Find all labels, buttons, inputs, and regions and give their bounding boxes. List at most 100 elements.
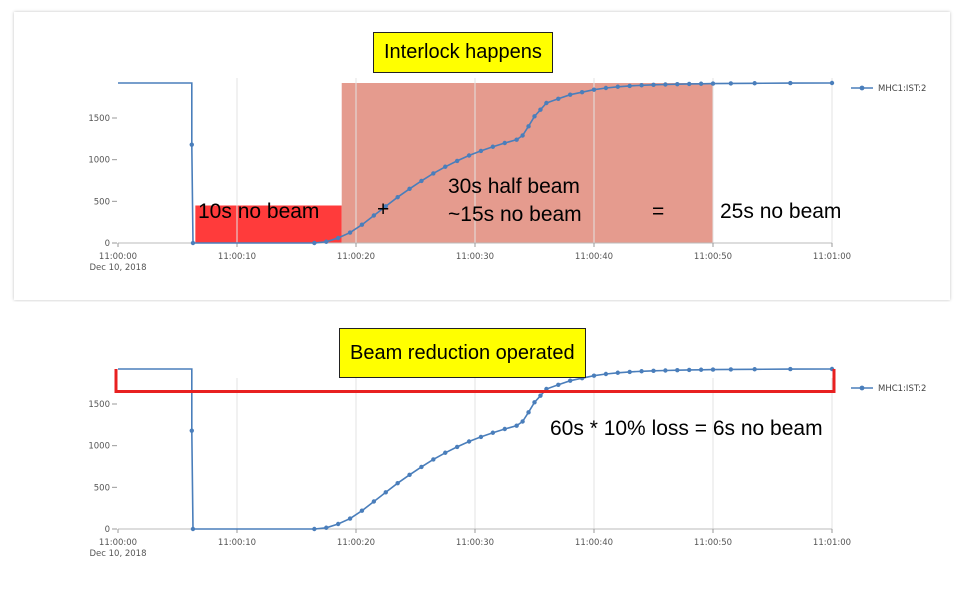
interlock-chart: 0 500 1000 1500 11:00:00 11:00:10 11:00:20 11:0… bbox=[88, 78, 926, 273]
y-tick-label: 0 bbox=[105, 525, 110, 535]
data-point bbox=[603, 85, 609, 91]
no-beam-red-bar bbox=[195, 205, 342, 243]
beam-reduction-chart: 0 500 1000 1500 11:00:00 11:00:10 11:00:20 11:0… bbox=[88, 366, 926, 559]
data-point bbox=[520, 133, 525, 138]
data-point bbox=[728, 81, 734, 86]
data-point bbox=[335, 521, 341, 527]
data-point bbox=[556, 382, 561, 388]
data-point bbox=[335, 235, 341, 241]
data-point bbox=[568, 92, 573, 97]
data-point bbox=[466, 439, 472, 444]
data-point bbox=[431, 171, 436, 176]
data-point bbox=[710, 367, 716, 372]
half-beam-30s-label: 30s half beam bbox=[448, 175, 580, 198]
data-point bbox=[454, 444, 460, 450]
data-point bbox=[639, 83, 644, 88]
data-point bbox=[419, 464, 424, 470]
x-tick-label: 11:00:50 bbox=[694, 252, 732, 262]
x-tick-label: 11:00:20 bbox=[337, 538, 375, 548]
data-point bbox=[728, 367, 734, 372]
data-point bbox=[189, 142, 194, 147]
x-tick-label: 11:00:40 bbox=[575, 252, 613, 262]
data-point bbox=[347, 230, 353, 235]
data-point bbox=[639, 369, 644, 374]
y-tick-label: 1000 bbox=[88, 156, 110, 166]
x-tick-label: 11:00:00 bbox=[99, 538, 137, 548]
data-point bbox=[526, 410, 531, 415]
data-point bbox=[556, 96, 561, 102]
x-tick-label: 11:00:20 bbox=[337, 252, 375, 262]
y-tick-label: 500 bbox=[94, 197, 110, 207]
data-point bbox=[371, 499, 377, 504]
x-tick-label: 11:00:00 bbox=[99, 252, 137, 262]
x-tick-label: 11:01:00 bbox=[813, 252, 851, 262]
data-point bbox=[324, 525, 329, 530]
data-point bbox=[514, 137, 519, 142]
data-point bbox=[579, 89, 585, 95]
data-point bbox=[502, 426, 507, 432]
data-point bbox=[324, 239, 329, 244]
x-date-label: Dec 10, 2018 bbox=[89, 263, 146, 273]
x-tick-label: 11:01:00 bbox=[813, 538, 851, 548]
x-date-label: Dec 10, 2018 bbox=[89, 549, 146, 559]
data-point bbox=[189, 428, 194, 433]
data-point bbox=[371, 213, 377, 218]
data-point bbox=[710, 81, 716, 86]
y-tick-label: 0 bbox=[105, 239, 110, 249]
data-point bbox=[698, 81, 704, 86]
data-point bbox=[829, 80, 835, 86]
data-point bbox=[502, 140, 507, 146]
data-point bbox=[538, 107, 543, 112]
data-point bbox=[395, 194, 400, 200]
data-point bbox=[538, 393, 543, 398]
data-point bbox=[443, 450, 448, 455]
x-tick-label: 11:00:30 bbox=[456, 538, 494, 548]
data-point bbox=[312, 526, 317, 532]
equals-sign: = bbox=[652, 200, 665, 223]
interlock-callout: Interlock happens bbox=[373, 32, 553, 73]
plus-sign: + bbox=[377, 198, 390, 221]
data-point bbox=[591, 373, 597, 378]
data-point bbox=[663, 368, 668, 373]
legend-label: MHC1:IST:2 bbox=[878, 84, 926, 94]
data-point bbox=[407, 186, 412, 192]
data-point bbox=[788, 366, 793, 372]
data-point bbox=[591, 87, 597, 92]
data-point bbox=[687, 81, 692, 87]
x-tick-label: 11:00:40 bbox=[575, 538, 613, 548]
y-tick-label: 500 bbox=[94, 483, 110, 493]
data-point bbox=[443, 164, 448, 169]
data-point bbox=[514, 423, 519, 428]
data-point bbox=[478, 434, 484, 440]
data-point bbox=[788, 80, 793, 86]
reduction-range-bracket bbox=[114, 369, 836, 393]
data-point bbox=[190, 526, 196, 532]
legend-marker bbox=[859, 385, 865, 391]
data-point bbox=[698, 367, 704, 372]
data-point bbox=[544, 100, 549, 106]
data-point bbox=[190, 240, 196, 246]
data-point bbox=[407, 472, 412, 478]
data-point bbox=[675, 81, 680, 87]
data-point bbox=[627, 369, 632, 375]
data-point bbox=[532, 400, 537, 405]
no-beam-10s-label: 10s no beam bbox=[198, 200, 320, 223]
data-point bbox=[663, 82, 668, 87]
data-point bbox=[466, 153, 472, 158]
loss-note: 60s * 10% loss = 6s no beam bbox=[550, 417, 823, 440]
no-beam-15s-label: ~15s no beam bbox=[448, 203, 582, 226]
y-tick-label: 1500 bbox=[88, 114, 110, 124]
data-point bbox=[520, 419, 525, 424]
data-point bbox=[568, 378, 573, 383]
legend-marker bbox=[859, 85, 865, 91]
data-point bbox=[532, 114, 537, 119]
data-point bbox=[478, 148, 484, 154]
legend-label: MHC1:IST:2 bbox=[878, 384, 926, 394]
data-point bbox=[347, 516, 353, 521]
data-point bbox=[395, 480, 400, 486]
data-point bbox=[431, 457, 436, 462]
data-point bbox=[312, 240, 317, 246]
beam-reduction-callout: Beam reduction operated bbox=[339, 328, 586, 378]
no-beam-25s-label: 25s no beam bbox=[720, 200, 842, 223]
